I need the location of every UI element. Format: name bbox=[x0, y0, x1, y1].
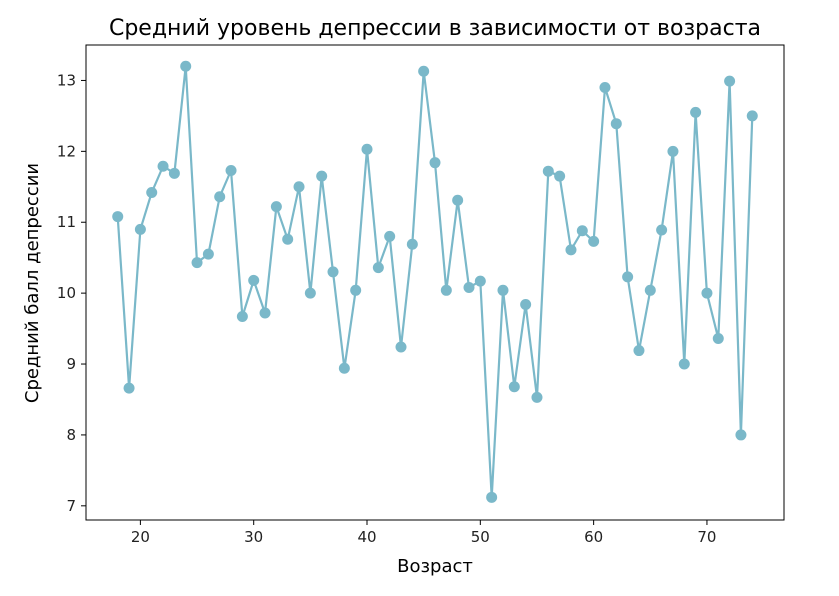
data-point bbox=[146, 186, 158, 198]
data-point bbox=[429, 157, 441, 169]
data-point bbox=[248, 274, 260, 286]
data-point bbox=[112, 211, 124, 223]
data-point bbox=[406, 238, 418, 250]
data-point bbox=[452, 194, 464, 206]
data-point bbox=[168, 167, 180, 179]
data-point bbox=[327, 266, 339, 278]
data-point bbox=[372, 262, 384, 274]
data-point bbox=[180, 60, 192, 72]
data-point bbox=[588, 235, 600, 247]
series-line bbox=[116, 66, 754, 498]
data-point bbox=[701, 287, 713, 299]
data-point bbox=[202, 248, 214, 260]
data-point bbox=[486, 491, 498, 503]
data-point bbox=[316, 170, 328, 182]
data-point bbox=[191, 257, 203, 269]
data-point bbox=[724, 75, 736, 87]
y-tick-label: 12 bbox=[57, 142, 76, 160]
x-tick-label: 60 bbox=[584, 528, 603, 546]
data-point bbox=[214, 191, 226, 203]
plot-area bbox=[85, 44, 785, 521]
data-point bbox=[678, 358, 690, 370]
data-point bbox=[531, 391, 543, 403]
data-point bbox=[225, 164, 237, 176]
data-point bbox=[622, 271, 634, 283]
data-point bbox=[384, 230, 396, 242]
data-point bbox=[463, 281, 475, 293]
data-point bbox=[395, 341, 407, 353]
data-point bbox=[157, 160, 169, 172]
data-point bbox=[565, 244, 577, 256]
data-point bbox=[746, 110, 758, 122]
data-point bbox=[304, 287, 316, 299]
data-point bbox=[576, 225, 588, 237]
data-point bbox=[599, 82, 611, 94]
y-tick-label: 13 bbox=[57, 71, 76, 89]
data-point bbox=[554, 170, 566, 182]
x-tick-label: 30 bbox=[244, 528, 263, 546]
data-point bbox=[542, 165, 554, 177]
y-axis: 7 8 9 10 11 12 13 bbox=[57, 71, 86, 515]
data-point bbox=[361, 143, 373, 155]
data-point bbox=[520, 298, 532, 310]
data-point bbox=[270, 201, 282, 213]
x-axis: 20 30 40 50 60 70 bbox=[131, 520, 716, 546]
data-point bbox=[644, 284, 656, 296]
x-tick-label: 70 bbox=[697, 528, 716, 546]
data-point bbox=[667, 145, 679, 157]
data-point bbox=[508, 381, 520, 393]
data-point bbox=[735, 429, 747, 441]
y-tick-label: 11 bbox=[57, 213, 76, 231]
data-point bbox=[123, 382, 135, 394]
data-point bbox=[656, 224, 668, 236]
y-tick-label: 9 bbox=[66, 355, 76, 373]
data-point bbox=[350, 284, 362, 296]
data-point bbox=[712, 333, 724, 345]
data-points bbox=[112, 60, 758, 503]
data-point bbox=[474, 275, 486, 287]
data-point bbox=[293, 181, 305, 193]
y-tick-label: 8 bbox=[66, 426, 76, 444]
x-tick-label: 40 bbox=[357, 528, 376, 546]
data-point bbox=[134, 223, 146, 235]
y-axis-label: Средний балл депрессии bbox=[22, 163, 43, 403]
y-tick-label: 7 bbox=[66, 497, 76, 515]
data-point bbox=[259, 307, 271, 319]
data-point bbox=[418, 65, 430, 77]
data-point bbox=[610, 118, 622, 130]
data-point bbox=[440, 284, 452, 296]
x-tick-label: 50 bbox=[471, 528, 490, 546]
data-point bbox=[338, 362, 350, 374]
x-tick-label: 20 bbox=[131, 528, 150, 546]
x-axis-label: Возраст bbox=[397, 556, 473, 577]
data-point bbox=[236, 311, 248, 323]
data-point bbox=[633, 345, 645, 357]
data-point bbox=[497, 284, 509, 296]
data-point bbox=[690, 106, 702, 118]
data-point bbox=[282, 233, 294, 245]
chart-title: Средний уровень депрессии в зависимости … bbox=[109, 16, 761, 41]
y-tick-label: 10 bbox=[57, 284, 76, 302]
